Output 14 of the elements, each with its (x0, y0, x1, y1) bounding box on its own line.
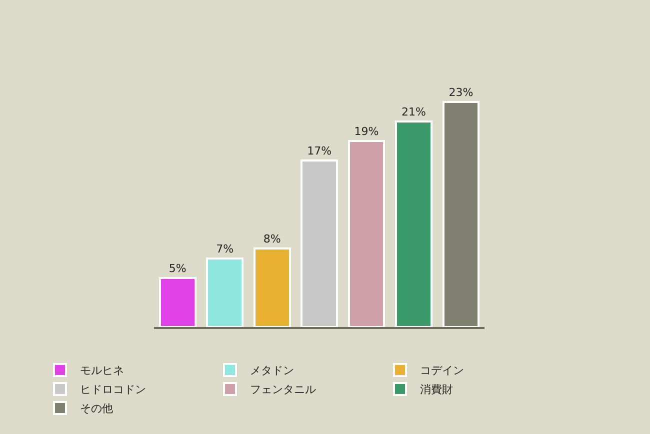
data-label: 23% (448, 86, 474, 99)
legend-label: 消費財 (420, 383, 453, 396)
legend-label: フェンタニル (250, 383, 316, 396)
data-label: 5% (168, 262, 186, 276)
legend-label: ヒドロコドン (80, 383, 146, 396)
data-label: 21% (402, 105, 426, 118)
legend-label: メタドン (250, 364, 294, 378)
data-label: 19% (354, 125, 379, 138)
data-label: 7% (216, 242, 234, 256)
legend-label: コデイン (420, 364, 464, 378)
data-label: 17% (307, 144, 332, 158)
legend-label: モルヒネ (80, 364, 124, 378)
legend-label: その他 (80, 402, 113, 416)
data-label: 8% (263, 232, 281, 246)
